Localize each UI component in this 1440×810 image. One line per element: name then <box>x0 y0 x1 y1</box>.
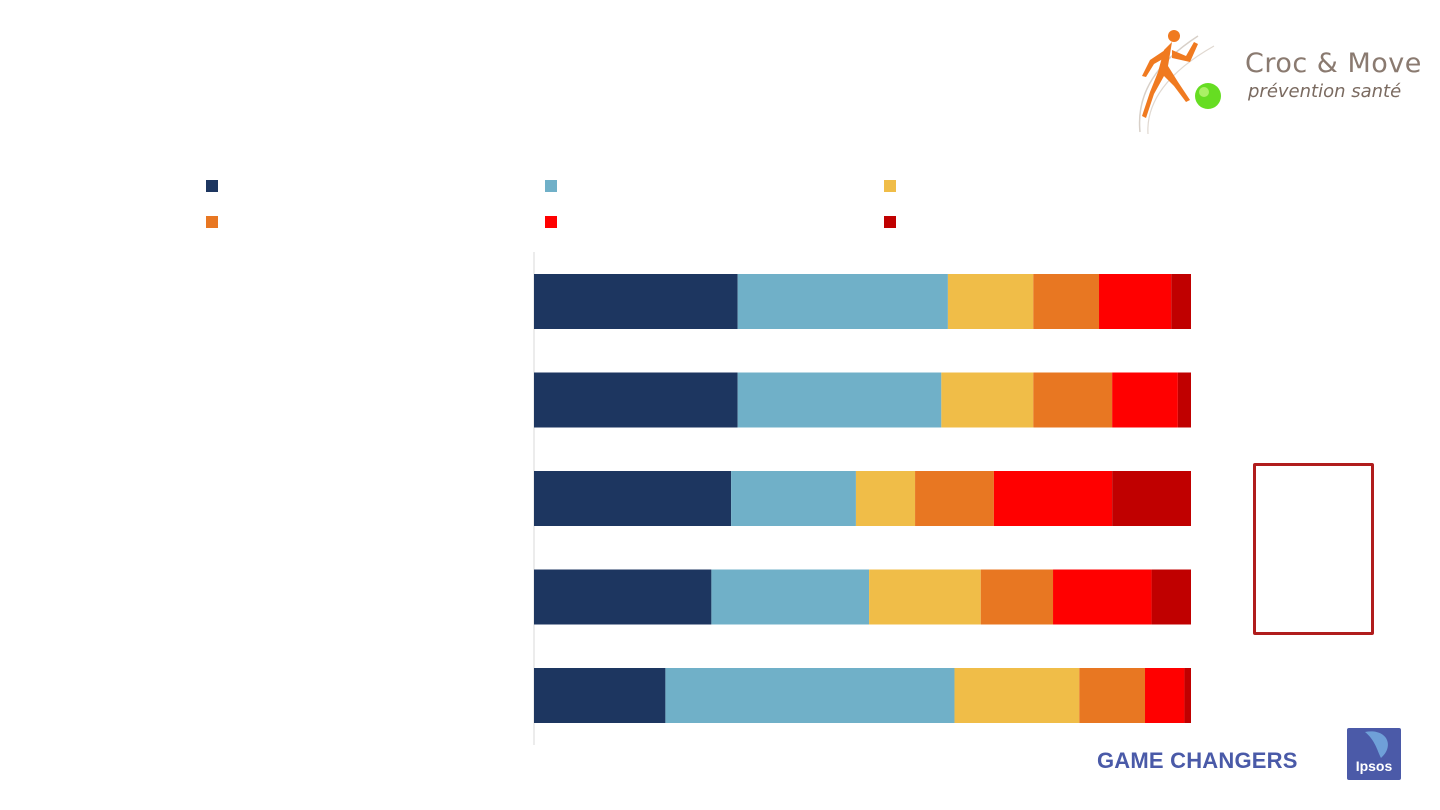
ipsos-swoosh-icon <box>1365 731 1388 758</box>
bar-segment-row4-series3 <box>869 569 981 625</box>
bar-segment-row1-series6 <box>1171 274 1191 329</box>
bar-segment-row5-series3 <box>954 668 1080 723</box>
bar-segment-row2-series4 <box>1033 372 1113 428</box>
brand-title: Croc & Move <box>1245 48 1422 79</box>
legend-marker-yellow <box>884 180 896 192</box>
bar-segment-row3-series1 <box>534 471 732 526</box>
bar-segment-row1-series5 <box>1099 274 1172 329</box>
game-changers-text: GAME CHANGERS <box>1097 748 1298 773</box>
highlight-box <box>1253 463 1374 635</box>
legend-marker-navy <box>206 180 218 192</box>
bar-segment-row4-series4 <box>980 569 1054 625</box>
legend-marker-red <box>545 216 557 228</box>
bar-segment-row5-series6 <box>1184 668 1191 723</box>
brand-tagline: prévention santé <box>1248 81 1402 102</box>
bar-segment-row1-series3 <box>947 274 1034 329</box>
bar-segment-row4-series5 <box>1053 569 1152 625</box>
bar-segment-row4-series2 <box>711 569 870 625</box>
bar-segment-row2-series6 <box>1177 372 1191 428</box>
bar-segment-row2-series5 <box>1112 372 1178 428</box>
bar-segment-row4-series6 <box>1151 569 1191 625</box>
bar-segment-row3-series2 <box>731 471 856 526</box>
bar-segment-row5-series1 <box>534 668 666 723</box>
bar-segment-row5-series5 <box>1145 668 1185 723</box>
bar-segment-row2-series3 <box>941 372 1034 428</box>
bar-segment-row4-series1 <box>534 569 712 625</box>
legend-marker-lightblue <box>545 180 557 192</box>
bar-segment-row1-series4 <box>1033 274 1100 329</box>
bar-segment-row5-series4 <box>1079 668 1146 723</box>
chart-legend <box>0 0 1440 240</box>
runner-icon <box>1138 30 1221 135</box>
legend-marker-darkred <box>884 216 896 228</box>
bar-segment-row2-series1 <box>534 372 738 428</box>
bar-segment-row3-series6 <box>1112 471 1191 526</box>
bar-segment-row3-series5 <box>993 471 1113 526</box>
bar-segment-row3-series3 <box>855 471 916 526</box>
ipsos-text: Ipsos <box>1355 758 1393 774</box>
ipsos-logo: Ipsos <box>1347 728 1401 780</box>
bar-segment-row5-series2 <box>665 668 955 723</box>
bar-segment-row1-series2 <box>737 274 948 329</box>
bar-segment-row1-series1 <box>534 274 738 329</box>
bar-segment-row2-series2 <box>737 372 942 428</box>
bar-segment-row3-series4 <box>915 471 994 526</box>
legend-marker-orange <box>206 216 218 228</box>
croc-move-logo: Croc & Move prévention santé <box>1128 22 1422 138</box>
